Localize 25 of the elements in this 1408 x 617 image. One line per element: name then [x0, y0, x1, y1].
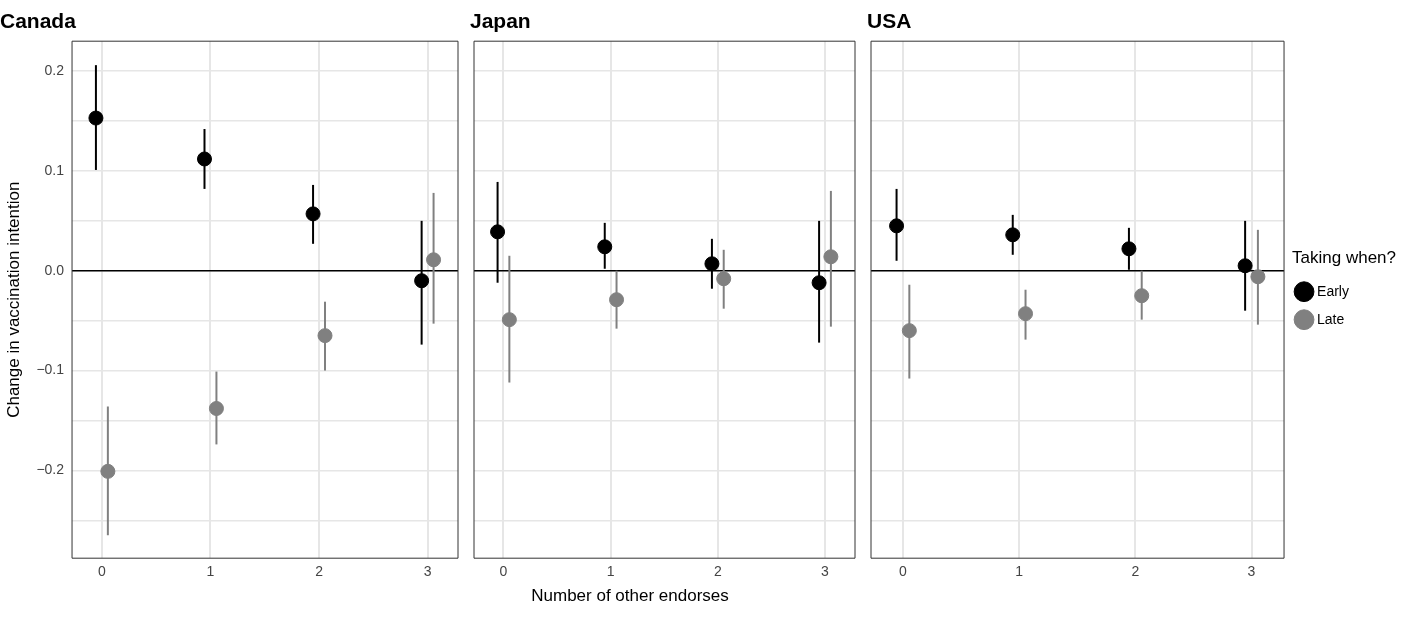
x-tick-label: 3: [423, 563, 432, 580]
x-tick-label: 1: [206, 563, 215, 580]
x-tick-label: 0: [899, 563, 908, 580]
x-axis-title: Number of other endorses: [530, 586, 730, 606]
y-tick-label: 0.1: [44, 161, 65, 178]
x-tick-label: 0: [499, 563, 508, 580]
x-tick-label: 2: [315, 563, 324, 580]
legend-label: Late: [1317, 310, 1345, 327]
y-axis-title: Change in vaccination intention: [3, 181, 23, 418]
x-tick-label: 3: [1247, 563, 1256, 580]
y-tick-label: 0.2: [44, 62, 65, 78]
y-tick-label: −0.1: [36, 361, 65, 378]
x-tick-label: 1: [606, 563, 615, 580]
x-tick-label: 2: [1131, 563, 1140, 580]
x-tick-label: 3: [821, 563, 830, 580]
y-tick-label: 0.0: [44, 261, 65, 278]
x-tick-label: 1: [1015, 563, 1024, 580]
legend-label: Early: [1317, 282, 1349, 299]
chart-title: USA: [867, 9, 912, 33]
chart-title: Japan: [470, 9, 531, 33]
x-tick-label: 0: [98, 563, 106, 580]
legend-title: Taking when?: [1292, 248, 1396, 268]
chart-title: Canada: [0, 9, 77, 33]
x-tick-label: 2: [713, 563, 722, 580]
y-tick-label: −0.2: [36, 461, 65, 478]
